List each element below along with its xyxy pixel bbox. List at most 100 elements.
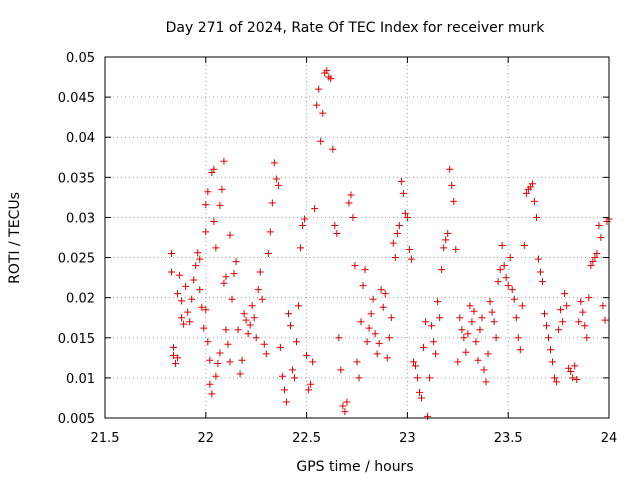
data-point: [492, 334, 500, 342]
data-point: [353, 358, 361, 366]
data-point: [327, 75, 335, 83]
data-point: [172, 359, 180, 367]
data-point: [486, 298, 494, 306]
data-point: [210, 217, 218, 225]
data-point: [379, 303, 387, 311]
y-tick-label: 0.03: [66, 211, 95, 226]
data-point: [436, 314, 444, 322]
data-point: [440, 244, 448, 252]
data-point: [438, 266, 446, 274]
data-point: [313, 101, 321, 109]
data-point: [383, 354, 391, 362]
data-point: [456, 314, 464, 322]
data-point: [474, 356, 482, 364]
data-point: [216, 349, 224, 357]
data-point: [405, 246, 413, 254]
data-point: [295, 302, 303, 310]
data-point: [280, 386, 288, 394]
data-point: [182, 282, 190, 290]
data-point: [262, 350, 270, 358]
data-point: [478, 314, 486, 322]
data-point: [319, 109, 327, 117]
x-tick-label: 23: [399, 431, 416, 446]
data-point: [272, 175, 280, 183]
data-point: [601, 316, 609, 324]
plot-frame: [104, 56, 610, 419]
data-point: [335, 334, 343, 342]
chart-title: Day 271 of 2024, Rate Of TEC Index for r…: [166, 20, 546, 36]
data-point: [494, 278, 502, 286]
data-point: [345, 199, 353, 207]
data-point: [220, 279, 228, 287]
data-point: [246, 321, 254, 329]
data-point: [488, 308, 496, 316]
data-point: [222, 273, 230, 281]
data-point: [498, 242, 506, 250]
data-point: [413, 374, 421, 382]
data-point: [424, 412, 432, 420]
data-point: [468, 318, 476, 326]
data-point: [545, 334, 553, 342]
data-point: [188, 295, 196, 303]
data-point: [411, 362, 419, 370]
data-point: [355, 374, 363, 382]
data-point: [530, 197, 538, 205]
data-point: [377, 286, 385, 294]
data-point: [260, 340, 268, 348]
data-point: [238, 356, 246, 364]
data-point: [422, 318, 430, 326]
y-tick-label: 0.015: [58, 332, 95, 347]
data-point: [359, 282, 367, 290]
data-point: [484, 350, 492, 358]
y-axis-title: ROTI / TECUs: [7, 192, 23, 284]
data-point: [204, 188, 212, 196]
data-point: [426, 374, 434, 382]
data-point: [567, 367, 575, 375]
data-point: [434, 298, 442, 306]
data-point: [214, 359, 222, 367]
data-point: [276, 343, 284, 351]
data-point: [522, 189, 530, 197]
data-point: [593, 250, 601, 258]
data-point: [210, 165, 218, 173]
data-point: [482, 378, 490, 386]
data-point: [293, 338, 301, 346]
data-point: [371, 330, 379, 338]
data-point: [196, 255, 204, 263]
data-point: [176, 271, 184, 279]
data-point: [583, 334, 591, 342]
data-point: [569, 374, 577, 382]
data-point: [428, 322, 436, 330]
data-point: [401, 209, 409, 217]
data-point: [252, 334, 260, 342]
data-point: [174, 290, 182, 298]
y-tick-label: 0.025: [58, 252, 95, 267]
data-point: [220, 157, 228, 165]
data-point: [258, 295, 266, 303]
data-point: [472, 338, 480, 346]
data-point: [303, 351, 311, 359]
data-point: [446, 165, 454, 173]
data-point: [559, 318, 567, 326]
data-point: [448, 181, 456, 189]
data-point: [420, 343, 428, 351]
data-point: [385, 334, 393, 342]
data-point: [573, 375, 581, 383]
data-point: [190, 276, 198, 284]
data-point: [274, 181, 282, 189]
data-point: [557, 306, 565, 314]
data-point: [254, 286, 262, 294]
data-point: [599, 302, 607, 310]
data-point: [234, 326, 242, 334]
data-point: [460, 334, 468, 342]
data-point: [418, 394, 426, 402]
data-point: [337, 366, 345, 374]
data-point: [458, 326, 466, 334]
data-point: [244, 330, 252, 338]
data-point: [264, 250, 272, 258]
data-point: [391, 254, 399, 262]
data-point: [591, 254, 599, 262]
data-point: [288, 366, 296, 374]
data-point: [351, 262, 359, 270]
data-point: [369, 295, 377, 303]
